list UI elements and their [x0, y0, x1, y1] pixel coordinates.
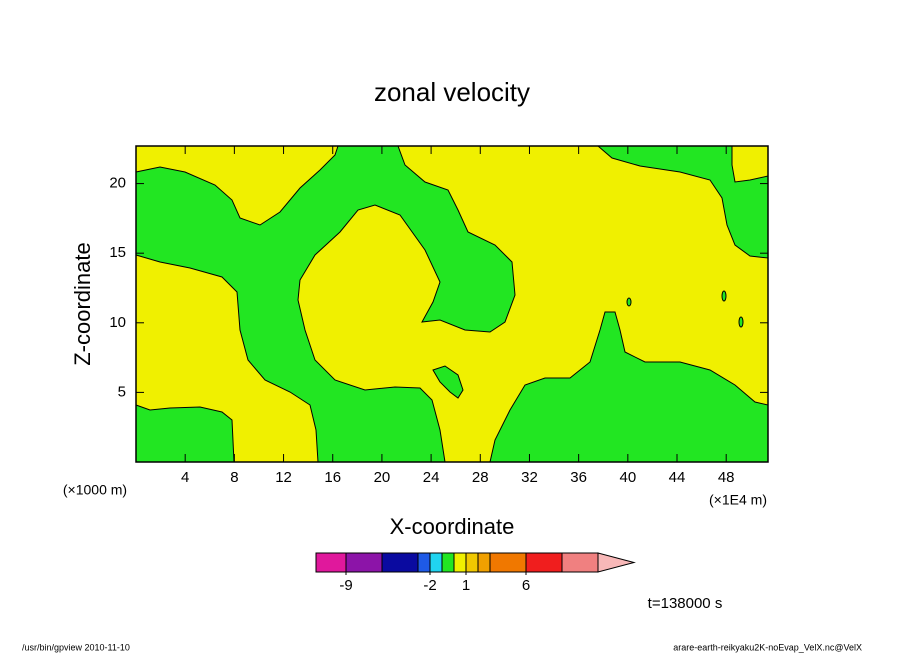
contour-region	[135, 404, 235, 463]
contour-region	[596, 145, 769, 259]
colorbar-tick-label: 6	[522, 577, 530, 594]
colorbar-tick-label: -2	[423, 577, 436, 594]
x-tick-label: 44	[669, 469, 686, 486]
colorbar-tick-label: 1	[462, 577, 470, 594]
colorbar-box	[429, 552, 443, 573]
x-tick-label: 28	[472, 469, 489, 486]
colorbar-box	[441, 552, 455, 573]
y-tick-label: 5	[118, 383, 126, 400]
contour-field	[135, 145, 769, 463]
colorbar-box	[417, 552, 431, 573]
y-tick-label: 10	[109, 314, 126, 331]
chart-title: zonal velocity	[374, 77, 530, 107]
footer-left: /usr/bin/gpview 2010-11-10	[22, 642, 130, 652]
contour-region	[489, 311, 769, 463]
colorbar-extension	[597, 552, 636, 573]
y-axis-label: Z-coordinate	[70, 242, 95, 366]
x-tick-label: 32	[521, 469, 538, 486]
contour-region	[432, 365, 464, 399]
contour-region	[738, 316, 744, 328]
plot-frame	[135, 145, 769, 463]
colorbar-box	[381, 552, 419, 573]
contour-region	[626, 297, 632, 307]
time-annotation: t=138000 s	[648, 595, 723, 612]
footer-right: arare-earth-reikyaku2K-noEvap_VelX.nc@Ve…	[673, 642, 862, 652]
x-tick-label: 40	[619, 469, 636, 486]
colorbar-box	[453, 552, 467, 573]
colorbar-box	[345, 552, 383, 573]
colorbar-box	[465, 552, 479, 573]
colorbar-box	[561, 552, 599, 573]
contour-region	[721, 290, 727, 302]
colorbar-box	[525, 552, 563, 573]
x-tick-label: 36	[570, 469, 587, 486]
x-unit-label: (×1E4 m)	[709, 492, 767, 508]
colorbar-box	[477, 552, 491, 573]
y-unit-label: (×1000 m)	[63, 482, 127, 498]
x-tick-label: 4	[181, 469, 189, 486]
contour-region	[135, 145, 516, 463]
y-tick-label: 20	[109, 175, 126, 192]
x-tick-label: 12	[275, 469, 292, 486]
y-tick-label: 15	[109, 244, 126, 261]
colorbar-tick-label: -9	[339, 577, 352, 594]
x-tick-label: 16	[324, 469, 341, 486]
x-tick-label: 8	[230, 469, 238, 486]
x-tick-label: 24	[423, 469, 440, 486]
colorbar-box	[315, 552, 347, 573]
x-tick-label: 48	[718, 469, 735, 486]
x-tick-label: 20	[374, 469, 391, 486]
x-axis-label: X-coordinate	[390, 514, 515, 539]
colorbar-box	[489, 552, 527, 573]
